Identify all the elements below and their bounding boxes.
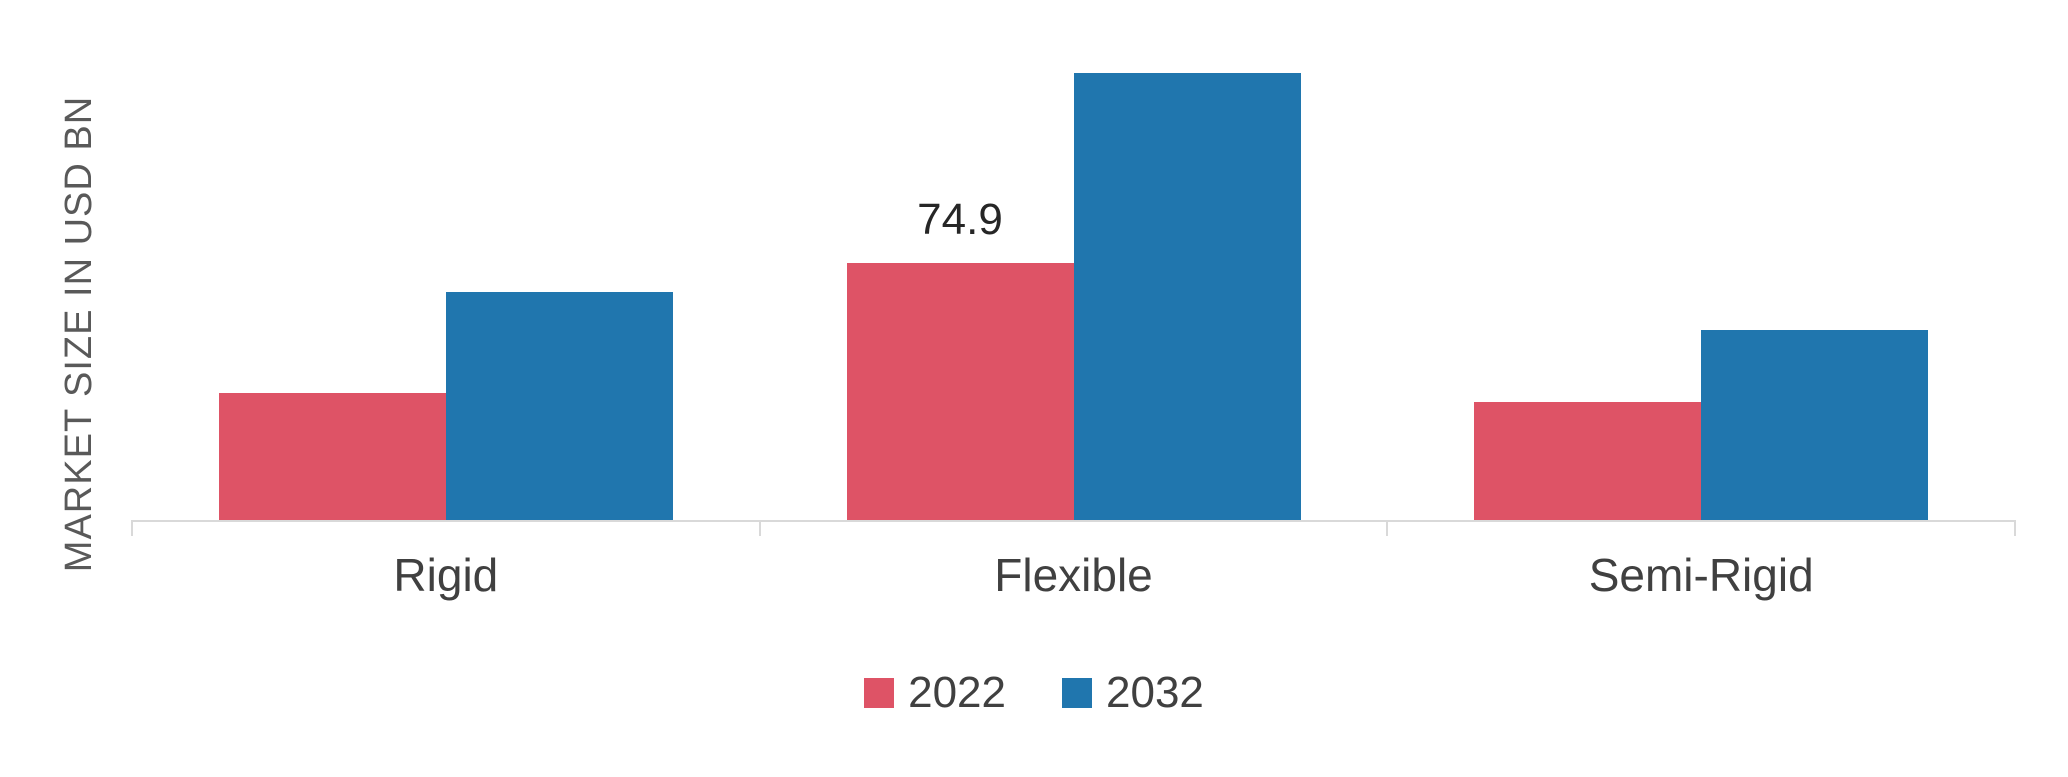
- axis-tick: [758, 520, 761, 536]
- data-label-2022-flexible: 74.9: [917, 195, 1003, 244]
- category-group-rigid: [132, 0, 760, 520]
- x-axis-label-semi-rigid: Semi-Rigid: [1588, 549, 1814, 601]
- legend-swatch-2032: [1062, 678, 1092, 708]
- category-group-semi-rigid: [1387, 0, 2015, 520]
- bar-2022-semi-rigid: [1474, 402, 1702, 520]
- legend-swatch-2022: [864, 678, 895, 708]
- x-axis-ticks: [131, 520, 2016, 538]
- x-axis-line: [132, 520, 2015, 522]
- axis-tick: [2014, 520, 2016, 536]
- plot-area: [132, 0, 2015, 520]
- bar-group-semi-rigid: [1474, 330, 1929, 520]
- bar-2032-flexible: [1073, 73, 1301, 520]
- x-axis-label-flexible: Flexible: [994, 549, 1153, 601]
- axis-tick: [131, 520, 133, 536]
- x-axis-labels: Rigid Flexible Semi-Rigid: [132, 548, 2015, 602]
- axis-tick: [1386, 520, 1389, 536]
- legend: 2022 2032: [0, 668, 2068, 718]
- x-axis-label-rigid: Rigid: [393, 549, 499, 601]
- bar-group-flexible: [846, 73, 1301, 520]
- legend-item-2022: 2022: [864, 668, 1006, 718]
- bar-2022-flexible: [846, 263, 1074, 520]
- category-group-flexible: [760, 0, 1388, 520]
- bar-2032-rigid: [445, 292, 673, 520]
- bar-2022-rigid: [218, 393, 446, 520]
- legend-label-2022: 2022: [908, 668, 1006, 717]
- bar-2032-semi-rigid: [1701, 330, 1929, 520]
- y-axis-title: MARKET SIZE IN USD BN: [58, 95, 100, 573]
- legend-label-2032: 2032: [1106, 668, 1204, 717]
- legend-item-2032: 2032: [1062, 668, 1204, 718]
- bar-group-rigid: [218, 292, 673, 520]
